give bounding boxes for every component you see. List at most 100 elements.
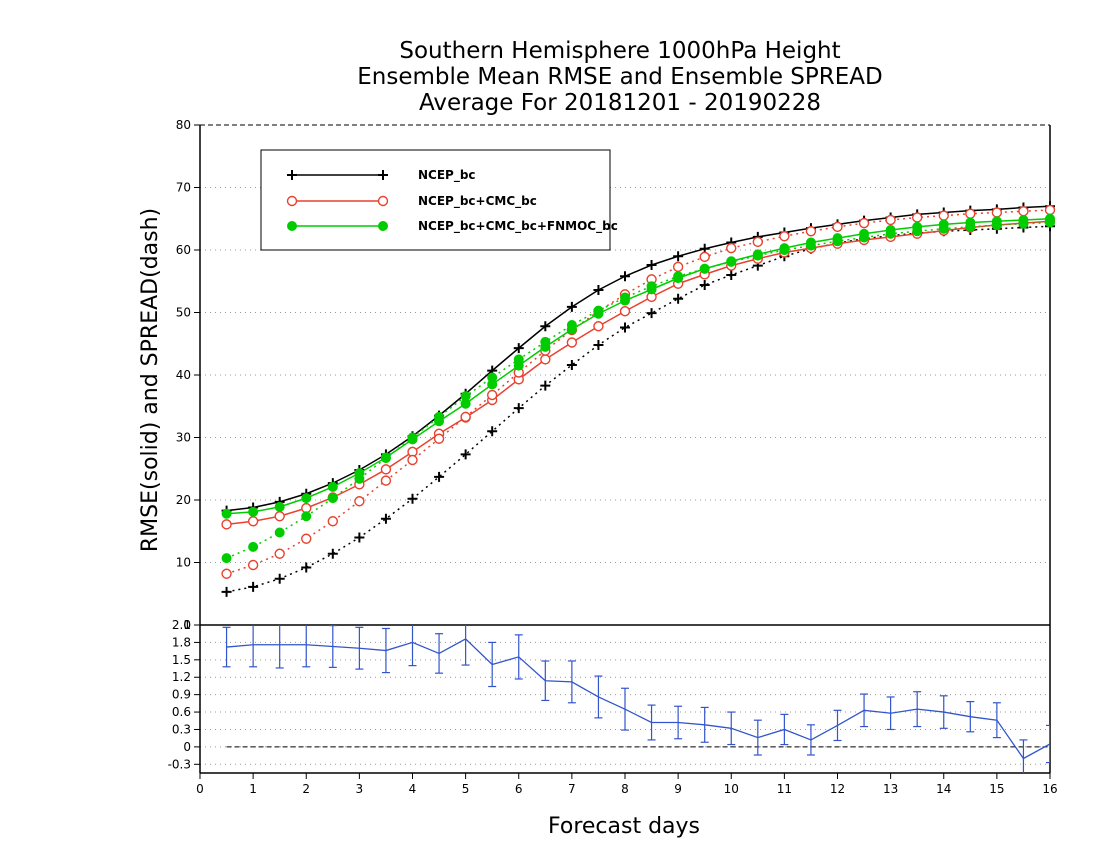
x-tick-label: 16 [1042,782,1057,796]
error-bar [275,625,284,669]
series-spread-1 [221,221,1055,597]
error-bar [647,704,656,741]
legend-label: NCEP_bc+CMC_bc [418,194,537,209]
error-bar [727,711,736,746]
data-point-open-circle [433,433,445,444]
data-point-filled-circle [1045,217,1055,228]
series-line [226,225,1051,593]
data-point-plus [221,586,232,597]
data-point-filled-circle [274,501,285,512]
data-point-filled-circle [912,226,923,237]
error-bar [886,696,895,731]
legend-entry: NCEP_bc [287,168,476,183]
data-point-filled-circle [248,541,259,552]
series-line [226,220,1051,526]
series-rmse-4 [221,213,1055,519]
data-point-plus [513,343,524,354]
data-point-filled-circle [301,493,312,504]
y-tick-label-boundary: 0 [183,618,191,632]
data-point-plus [673,293,684,304]
series-line [226,218,1051,515]
data-point-filled-circle [832,236,843,247]
data-point-open-circle [566,337,578,348]
data-point-open-circle [752,236,764,248]
data-point-plus [287,170,297,180]
error-bar [780,713,789,746]
series-rmse-2 [221,216,1056,530]
title-line-1: Southern Hemisphere 1000hPa Height [399,38,840,64]
error-bar [700,706,709,743]
legend-label: NCEP_bc [418,168,476,183]
data-point-plus [327,548,338,559]
x-tick-label: 4 [409,782,417,796]
x-tick-label: 8 [621,782,629,796]
data-point-filled-circle [287,221,297,231]
data-point-open-circle [1044,204,1056,216]
data-point-plus [540,380,551,391]
y-tick-label-top: 60 [176,243,191,257]
data-point-open-circle [221,568,232,579]
data-point-open-circle [274,511,285,522]
data-point-open-circle [540,354,551,365]
y-tick-label-top: 40 [176,368,191,382]
data-point-plus [673,251,684,262]
data-point-plus [248,581,259,592]
data-point-open-circle [247,559,259,571]
error-bar [913,691,922,728]
x-tick-label: 15 [989,782,1004,796]
error-bar [594,675,603,719]
error-bar [408,625,417,667]
data-point-open-circle [938,210,949,221]
data-point-plus [620,322,630,333]
error-bar [249,625,258,668]
error-bar [753,719,762,756]
error-bar [939,695,948,729]
data-point-open-circle [377,195,389,207]
data-point-filled-circle [620,292,630,303]
data-point-filled-circle [1018,218,1029,229]
series-spread-5 [221,217,1055,564]
data-point-open-circle [832,221,843,233]
series-line [226,205,1051,512]
y-tick-label-bottom: 0 [183,740,191,754]
data-point-filled-circle [752,250,763,261]
data-point-filled-circle [646,281,657,292]
difference-panel: -0.300.30.60.91.21.51.82.100 1 2 3 4 5 6 7 8 9 10 1… [168,618,1058,796]
data-point-open-circle [327,516,339,527]
y-tick-label-bottom: 0.6 [172,705,191,719]
legend: NCEP_bc NCEP_bc+CMC_bc NCEP_bc+CMC_bc+FNMO… [260,149,618,251]
rmse-spread-panel: 0 10 20 30 40 50 60 70 80 [176,118,1056,632]
data-point-open-circle [911,212,923,223]
error-bar [328,625,337,668]
error-bar [621,687,629,731]
error-bar [514,634,523,680]
x-axis-label: Forecast days [548,814,700,839]
data-point-plus [354,532,365,543]
data-point-open-circle [858,217,870,229]
difference-series [222,625,1050,773]
data-point-plus [540,321,551,332]
data-point-plus [620,271,630,282]
y-tick-label-bottom: 0.3 [172,722,191,736]
y-tick-label-top: 20 [176,493,191,507]
data-point-filled-circle [938,223,949,234]
data-point-plus [646,308,657,319]
error-bar [222,626,231,668]
data-point-open-circle [407,454,418,466]
data-point-open-circle [1018,206,1029,217]
series-spread-3 [221,204,1056,579]
data-point-plus [566,301,577,312]
series-line [226,221,1051,559]
data-point-filled-circle [434,411,445,422]
data-point-open-circle [965,208,976,219]
chart-title: Southern Hemisphere 1000hPa Height Ensem… [357,38,882,116]
error-bar [1046,724,1050,764]
y-tick-label-top: 80 [176,118,191,132]
data-point-open-circle [885,214,896,226]
data-point-plus [726,270,737,280]
data-point-filled-circle [593,305,604,316]
data-point-plus [380,513,391,524]
data-point-open-circle [805,226,817,237]
data-point-filled-circle [460,391,471,402]
y-axis-label: RMSE(solid) and SPREAD(dash) [138,208,163,552]
